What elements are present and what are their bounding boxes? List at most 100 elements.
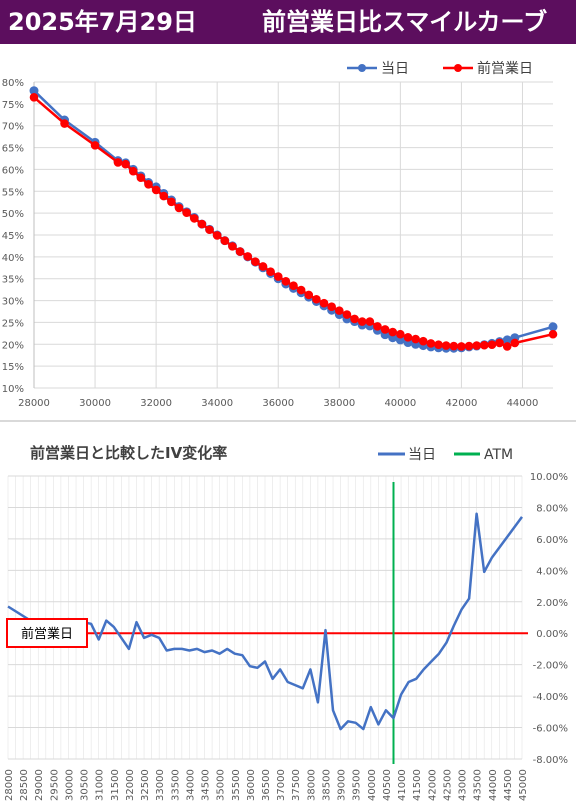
data-point-prev — [281, 277, 291, 286]
data-point-prev — [464, 341, 474, 351]
data-point-prev — [373, 322, 382, 331]
data-point-prev — [449, 341, 459, 351]
data-point-prev — [487, 340, 497, 350]
x-tick-label: 28500 — [19, 769, 30, 801]
x-tick-label: 33500 — [170, 769, 181, 801]
y-tick-label: 40% — [2, 253, 24, 264]
data-point-prev — [212, 231, 222, 240]
data-point-prev — [296, 285, 306, 295]
y-tick-label: 2.00% — [536, 598, 568, 609]
x-tick-label: 36500 — [261, 769, 272, 801]
x-tick-label: 38500 — [321, 769, 332, 801]
data-point-prev — [441, 341, 451, 350]
data-point-prev — [235, 247, 245, 256]
y-tick-label: 65% — [2, 144, 24, 155]
x-tick-label: 29500 — [49, 769, 60, 801]
data-point-prev — [434, 340, 443, 350]
y-tick-label: -6.00% — [533, 724, 568, 735]
data-point-prev — [60, 119, 69, 128]
x-tick-label: 36000 — [246, 769, 257, 801]
data-point-prev — [357, 317, 367, 326]
data-point-prev — [189, 214, 199, 223]
y-tick-label: 20% — [2, 340, 24, 351]
header-date: 2025年7月29日 — [8, 8, 197, 36]
data-point-today — [548, 322, 558, 332]
baseline-label: 前営業日 — [21, 626, 73, 642]
x-tick-label: 42500 — [442, 769, 453, 801]
y-tick-label: 60% — [2, 165, 24, 176]
data-point-prev — [228, 242, 237, 251]
y-tick-label: 50% — [2, 209, 24, 220]
y-tick-label: 70% — [2, 122, 24, 133]
data-point-prev — [251, 257, 260, 266]
legend-marker — [358, 64, 366, 72]
y-tick-label: 8.00% — [536, 503, 568, 514]
data-point-prev — [151, 185, 161, 195]
x-tick-label: 31500 — [110, 769, 121, 801]
data-point-prev — [304, 290, 314, 300]
x-tick-label: 34000 — [201, 398, 233, 409]
data-point-prev — [167, 197, 176, 207]
x-tick-label: 44000 — [507, 398, 539, 409]
y-tick-label: 4.00% — [536, 566, 568, 577]
x-tick-label: 30000 — [64, 769, 75, 801]
x-tick-label: 43500 — [473, 769, 484, 801]
x-tick-label: 41000 — [397, 769, 408, 801]
x-tick-label: 45000 — [518, 769, 529, 801]
y-tick-label: 25% — [2, 318, 24, 329]
x-tick-label: 32000 — [140, 398, 172, 409]
data-point-prev — [243, 252, 253, 261]
data-point-prev — [334, 306, 344, 315]
data-point-prev — [403, 332, 413, 342]
x-tick-label: 32000 — [125, 769, 136, 801]
data-point-prev — [472, 341, 481, 350]
y-tick-label: 30% — [2, 297, 24, 308]
x-tick-label: 31000 — [95, 769, 106, 801]
x-tick-label: 35000 — [216, 769, 227, 801]
x-tick-label: 38000 — [323, 398, 355, 409]
data-point-prev — [289, 281, 298, 291]
x-tick-label: 30000 — [79, 398, 111, 409]
data-point-prev — [90, 141, 100, 150]
x-tick-label: 33000 — [155, 769, 166, 801]
x-tick-label: 39000 — [337, 769, 348, 801]
x-tick-label: 44000 — [488, 769, 499, 801]
x-tick-label: 41500 — [412, 769, 423, 801]
x-tick-label: 34000 — [185, 769, 196, 801]
y-tick-label: 55% — [2, 187, 24, 198]
legend-label: 当日 — [381, 61, 409, 77]
y-tick-label: -2.00% — [533, 661, 568, 672]
legend-marker — [454, 64, 462, 72]
x-tick-label: 44500 — [503, 769, 514, 801]
data-point-prev — [121, 159, 130, 169]
data-point-prev — [502, 342, 512, 351]
data-point-prev — [266, 267, 275, 277]
x-tick-label: 37500 — [291, 769, 302, 801]
baseline-label-box — [6, 618, 88, 648]
smile-curve-svg: 10% 15% 20% 25% 30% 35% 40% 45% 50% 55% 60% 65% 70% 7… — [2, 60, 558, 409]
data-point-prev — [457, 342, 466, 351]
x-tick-label: 29000 — [34, 769, 45, 801]
y-tick-label: -8.00% — [533, 755, 568, 766]
data-point-prev — [342, 310, 352, 319]
data-point-prev — [136, 173, 146, 183]
data-point-prev — [327, 302, 336, 311]
data-point-prev — [380, 325, 390, 334]
series-line-today — [33, 89, 554, 350]
x-tick-label: 32500 — [140, 769, 151, 801]
x-tick-label: 35500 — [231, 769, 242, 801]
legend-label: ATM — [484, 447, 513, 463]
y-tick-label: 10.00% — [530, 472, 568, 483]
data-point-prev — [144, 179, 153, 189]
data-point-prev — [350, 314, 359, 324]
x-tick-label: 42000 — [446, 398, 478, 409]
data-point-prev — [319, 298, 329, 308]
series-line-today — [7, 512, 524, 731]
data-point-prev — [510, 338, 520, 348]
data-point-prev — [388, 327, 398, 337]
data-point-prev — [159, 191, 169, 201]
y-tick-label: -4.00% — [533, 692, 568, 703]
y-tick-label: 0.00% — [536, 629, 568, 640]
iv-change-chart: 10.00% 8.00% 6.00% 4.00% 2.00% 0.00% -2.00% -4.… — [0, 422, 576, 802]
x-tick-label: 34500 — [201, 769, 212, 801]
